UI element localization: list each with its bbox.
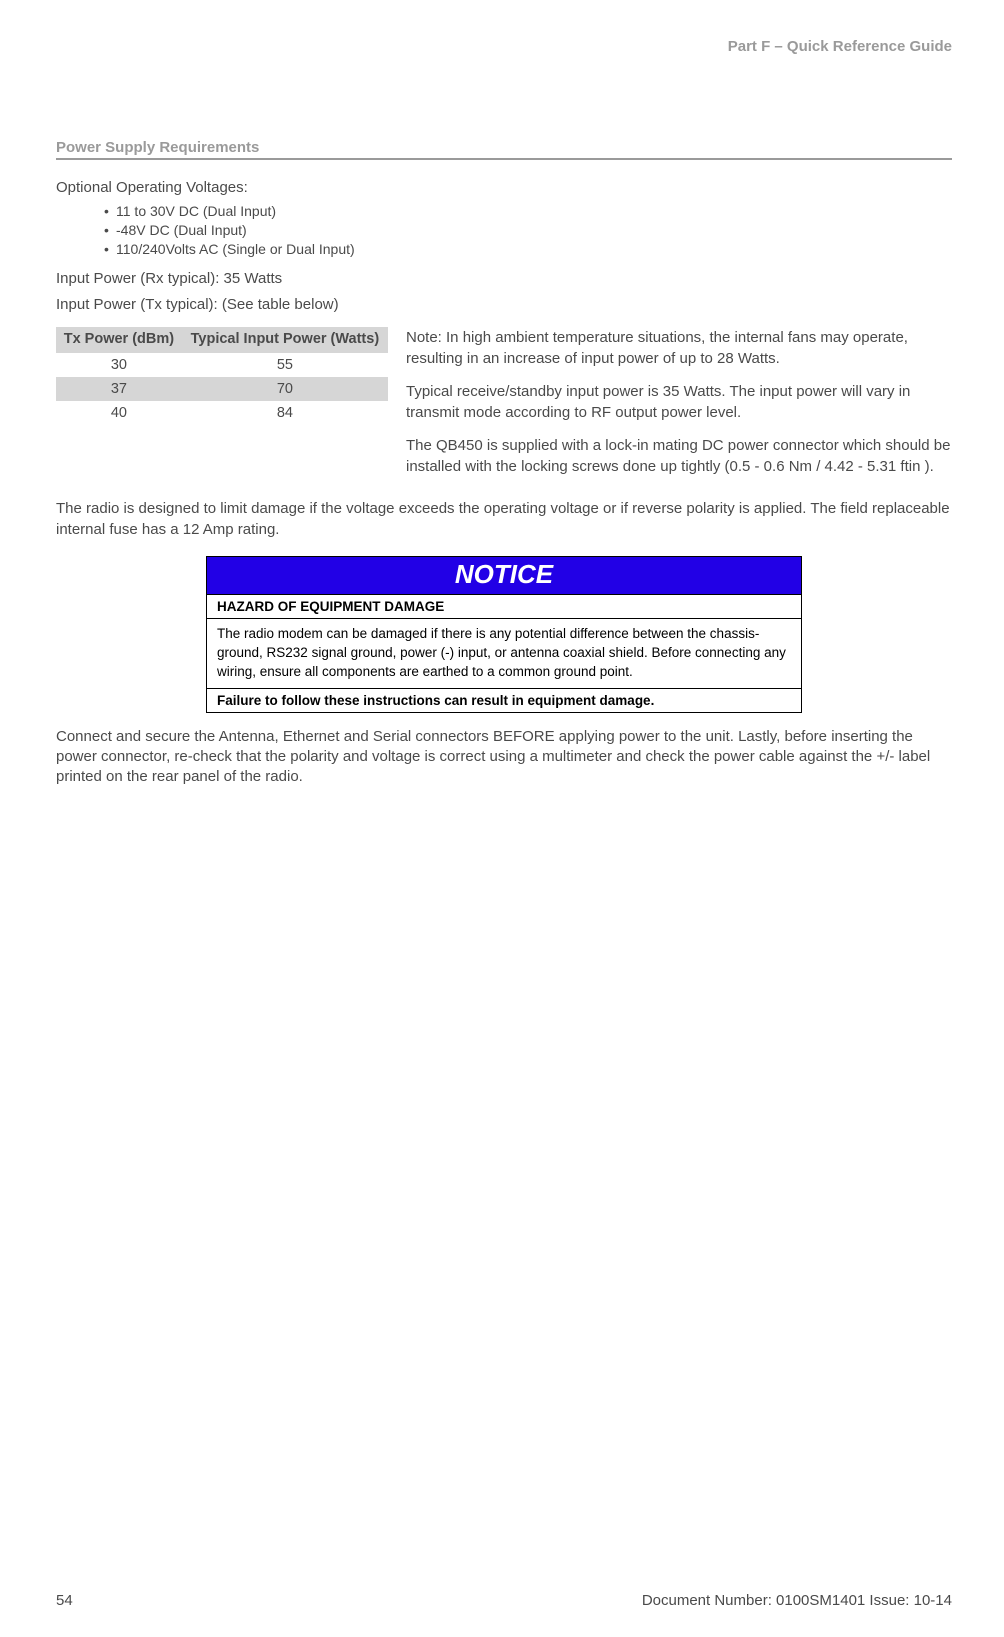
table-cell: 40: [56, 401, 182, 425]
document-info: Document Number: 0100SM1401 Issue: 10-14: [642, 1592, 952, 1609]
table-header-cell: Typical Input Power (Watts): [182, 327, 388, 352]
notice-footer: Failure to follow these instructions can…: [207, 689, 801, 712]
section-heading: Power Supply Requirements: [56, 139, 952, 160]
table-cell: 84: [182, 401, 388, 425]
tx-power-line: Input Power (Tx typical): (See table bel…: [56, 295, 952, 315]
page-footer: 54 Document Number: 0100SM1401 Issue: 10…: [56, 1592, 952, 1609]
table-cell: 70: [182, 377, 388, 401]
side-notes: Note: In high ambient temperature situat…: [406, 327, 952, 489]
notice-box: NOTICE HAZARD OF EQUIPMENT DAMAGE The ra…: [206, 556, 802, 713]
table-and-notes-row: Tx Power (dBm) Typical Input Power (Watt…: [56, 327, 952, 489]
table-header-row: Tx Power (dBm) Typical Input Power (Watt…: [56, 327, 388, 352]
intro-text: Optional Operating Voltages:: [56, 178, 952, 198]
table-row: 40 84: [56, 401, 388, 425]
table-header-cell: Tx Power (dBm): [56, 327, 182, 352]
notice-title: NOTICE: [207, 557, 801, 595]
table-row: 30 55: [56, 353, 388, 377]
table-cell: 55: [182, 353, 388, 377]
page-number: 54: [56, 1592, 73, 1609]
part-header: Part F – Quick Reference Guide: [56, 38, 952, 55]
note-paragraph: The QB450 is supplied with a lock-in mat…: [406, 435, 952, 477]
table-row: 37 70: [56, 377, 388, 401]
final-paragraph: Connect and secure the Antenna, Ethernet…: [56, 727, 952, 788]
list-item: 110/240Volts AC (Single or Dual Input): [104, 240, 952, 259]
table-cell: 37: [56, 377, 182, 401]
note-paragraph: Typical receive/standby input power is 3…: [406, 381, 952, 423]
notice-subheading: HAZARD OF EQUIPMENT DAMAGE: [207, 595, 801, 619]
tx-power-table: Tx Power (dBm) Typical Input Power (Watt…: [56, 327, 388, 424]
rx-power-line: Input Power (Rx typical): 35 Watts: [56, 269, 952, 289]
document-page: Part F – Quick Reference Guide Power Sup…: [0, 0, 1004, 1637]
list-item: -48V DC (Dual Input): [104, 221, 952, 240]
voltage-bullet-list: 11 to 30V DC (Dual Input) -48V DC (Dual …: [104, 202, 952, 259]
list-item: 11 to 30V DC (Dual Input): [104, 202, 952, 221]
table-cell: 30: [56, 353, 182, 377]
notice-body: The radio modem can be damaged if there …: [207, 619, 801, 689]
note-paragraph: Note: In high ambient temperature situat…: [406, 327, 952, 369]
fuse-paragraph: The radio is designed to limit damage if…: [56, 499, 952, 540]
